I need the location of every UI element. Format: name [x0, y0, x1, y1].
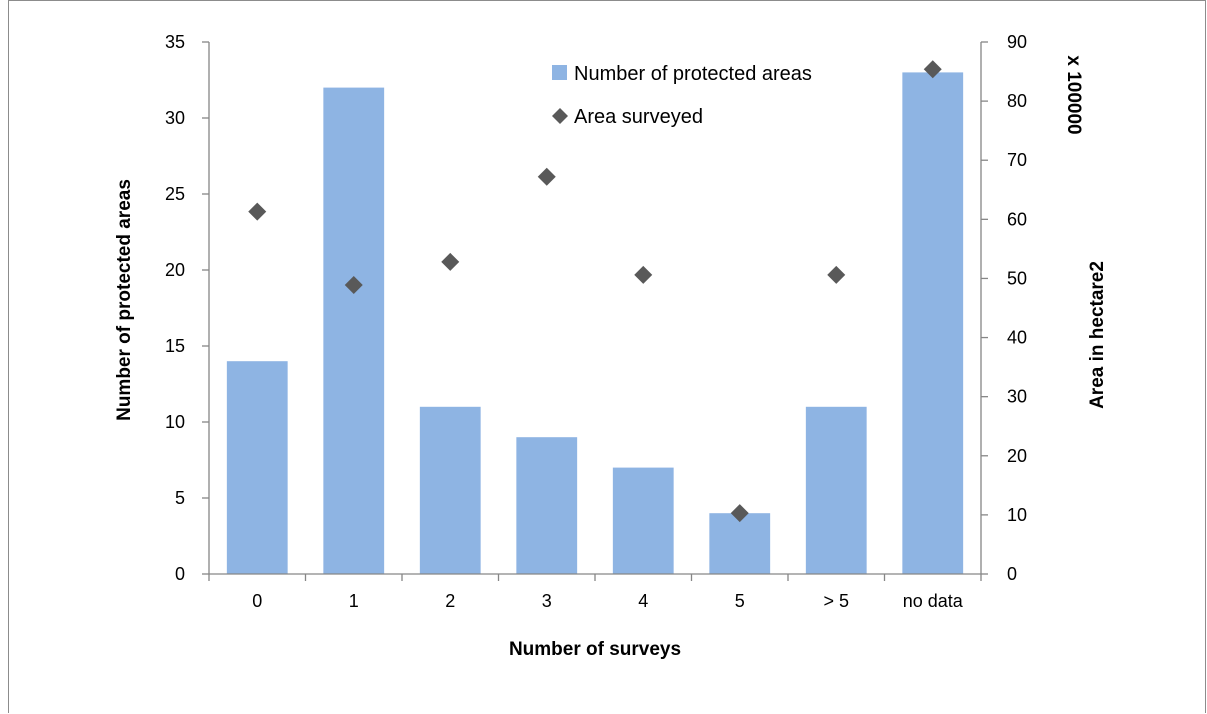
marker-5 — [730, 504, 749, 523]
x-tick-label-0: 0 — [252, 591, 262, 611]
marker-2 — [441, 252, 460, 271]
legend: Number of protected areas Area surveyed — [552, 63, 812, 128]
legend-label-bars: Number of protected areas — [574, 63, 812, 85]
y2-tick-label-2: 20 — [1007, 446, 1027, 466]
bar-1 — [323, 87, 385, 574]
marker-1 — [344, 275, 363, 294]
markers-layer — [248, 60, 942, 523]
y2-tick-label-9: 90 — [1007, 32, 1027, 52]
y-tick-label-4: 20 — [165, 260, 185, 280]
legend-swatch-markers — [552, 108, 568, 124]
marker-0 — [248, 202, 267, 221]
x-tick-label-7: no data — [903, 591, 964, 611]
bar-6 — [805, 406, 867, 574]
y2-multiplier-label: x 100000 — [1063, 55, 1084, 134]
bar-0 — [226, 361, 288, 574]
y2-axis-title: Area in hectare2 — [1087, 261, 1108, 409]
y-axis-title: Number of protected areas — [114, 179, 135, 421]
x-tick-label-2: 2 — [445, 591, 455, 611]
legend-swatch-bars — [552, 65, 567, 80]
x-axis-title: Number of surveys — [509, 639, 681, 660]
y-tick-label-7: 35 — [165, 32, 185, 52]
y2-tick-label-6: 60 — [1007, 209, 1027, 229]
bar-4 — [612, 467, 674, 574]
chart-frame — [8, 0, 1206, 713]
marker-4 — [634, 265, 653, 284]
x-tick-label-4: 4 — [638, 591, 648, 611]
x-tick-label-6: > 5 — [823, 591, 849, 611]
x-tick-label-1: 1 — [349, 591, 359, 611]
marker-7 — [923, 60, 942, 79]
y-tick-label-2: 10 — [165, 412, 185, 432]
x-tick-label-5: 5 — [735, 591, 745, 611]
y2-tick-label-1: 10 — [1007, 505, 1027, 525]
bar-5 — [709, 513, 771, 574]
y-tick-label-6: 30 — [165, 108, 185, 128]
y2-tick-label-8: 80 — [1007, 91, 1027, 111]
y-tick-label-1: 5 — [175, 488, 185, 508]
x-tick-label-3: 3 — [542, 591, 552, 611]
bars-layer — [226, 72, 964, 575]
y-tick-label-5: 25 — [165, 184, 185, 204]
y2-tick-label-5: 50 — [1007, 268, 1027, 288]
marker-6 — [827, 265, 846, 284]
bar-3 — [516, 437, 578, 574]
bar-2 — [419, 406, 481, 574]
y-tick-label-3: 15 — [165, 336, 185, 356]
y2-tick-label-7: 70 — [1007, 150, 1027, 170]
marker-3 — [537, 167, 556, 186]
ticks-layer: 0 5 10 15 20 25 30 35 0 10 20 30 40 50 60 70 80 90 0 1 2 3 4 5 >… — [165, 32, 1027, 611]
y2-tick-label-0: 0 — [1007, 564, 1017, 584]
y2-tick-label-3: 30 — [1007, 387, 1027, 407]
legend-label-markers: Area surveyed — [574, 106, 703, 128]
y-tick-label-0: 0 — [175, 564, 185, 584]
bar-7 — [902, 72, 964, 575]
y2-tick-label-4: 40 — [1007, 328, 1027, 348]
